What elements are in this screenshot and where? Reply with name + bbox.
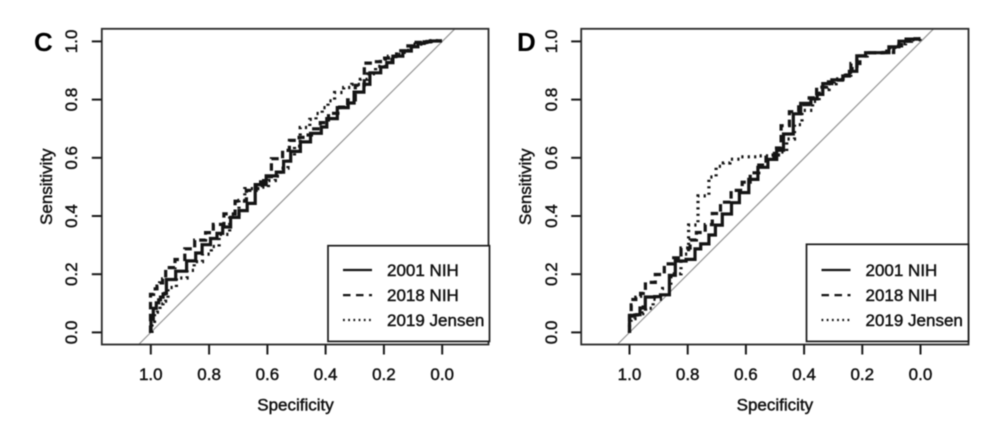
svg-text:1.0: 1.0 <box>542 30 561 54</box>
svg-text:Specificity: Specificity <box>257 396 334 415</box>
svg-text:2018 NIH: 2018 NIH <box>866 286 938 305</box>
svg-text:0.0: 0.0 <box>909 365 933 384</box>
svg-text:0.8: 0.8 <box>62 88 81 112</box>
svg-text:0.2: 0.2 <box>542 262 561 286</box>
svg-text:D: D <box>517 27 536 57</box>
svg-text:0.6: 0.6 <box>256 365 280 384</box>
svg-text:0.4: 0.4 <box>542 204 561 228</box>
svg-text:1.0: 1.0 <box>62 30 81 54</box>
svg-text:0.6: 0.6 <box>542 146 561 170</box>
svg-text:0.4: 0.4 <box>314 365 338 384</box>
svg-text:0.2: 0.2 <box>62 262 81 286</box>
svg-text:Sensitivity: Sensitivity <box>37 148 56 225</box>
svg-text:0.0: 0.0 <box>430 365 454 384</box>
svg-text:2018 NIH: 2018 NIH <box>387 286 459 305</box>
svg-text:1.0: 1.0 <box>618 365 642 384</box>
svg-text:Sensitivity: Sensitivity <box>516 148 535 225</box>
svg-text:0.0: 0.0 <box>542 321 561 345</box>
svg-text:Specificity: Specificity <box>737 396 814 415</box>
svg-text:0.8: 0.8 <box>676 365 700 384</box>
svg-text:0.2: 0.2 <box>372 365 396 384</box>
svg-text:2019 Jensen: 2019 Jensen <box>866 311 963 330</box>
svg-text:2019 Jensen: 2019 Jensen <box>387 311 484 330</box>
svg-text:0.6: 0.6 <box>734 365 758 384</box>
svg-text:0.8: 0.8 <box>197 365 221 384</box>
svg-text:0.6: 0.6 <box>62 146 81 170</box>
svg-text:C: C <box>34 27 53 57</box>
svg-text:0.0: 0.0 <box>62 321 81 345</box>
svg-text:0.4: 0.4 <box>62 204 81 228</box>
svg-text:2001 NIH: 2001 NIH <box>387 261 459 280</box>
svg-text:0.2: 0.2 <box>850 365 874 384</box>
svg-text:2001 NIH: 2001 NIH <box>866 261 938 280</box>
svg-text:0.4: 0.4 <box>792 365 816 384</box>
svg-text:0.8: 0.8 <box>542 88 561 112</box>
svg-text:1.0: 1.0 <box>139 365 163 384</box>
